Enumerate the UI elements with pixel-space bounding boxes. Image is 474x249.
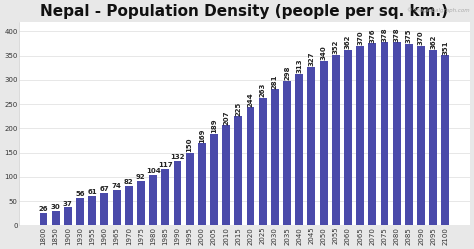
Bar xyxy=(137,181,145,225)
Text: 56: 56 xyxy=(75,191,85,197)
Text: 26: 26 xyxy=(39,206,48,212)
Bar xyxy=(295,74,303,225)
Bar xyxy=(210,134,218,225)
Text: 104: 104 xyxy=(146,168,161,174)
Bar xyxy=(283,81,291,225)
Text: 169: 169 xyxy=(199,128,205,143)
Text: 370: 370 xyxy=(418,31,424,46)
Text: 352: 352 xyxy=(333,40,339,54)
Bar xyxy=(417,46,425,225)
Bar xyxy=(381,42,389,225)
Bar xyxy=(39,213,47,225)
Bar xyxy=(319,61,328,225)
Text: 207: 207 xyxy=(223,110,229,124)
Bar xyxy=(64,207,72,225)
Text: 370: 370 xyxy=(357,31,363,46)
Bar xyxy=(368,43,376,225)
Text: 378: 378 xyxy=(394,27,400,42)
Bar xyxy=(271,89,279,225)
Bar xyxy=(429,50,437,225)
Text: 92: 92 xyxy=(136,174,146,180)
Bar xyxy=(332,55,340,225)
Bar xyxy=(125,186,133,225)
Text: 189: 189 xyxy=(211,119,217,133)
Text: 225: 225 xyxy=(236,102,241,116)
Bar xyxy=(259,98,267,225)
Bar xyxy=(173,161,182,225)
Bar xyxy=(405,44,413,225)
Text: 351: 351 xyxy=(442,40,448,55)
Text: 117: 117 xyxy=(158,162,173,168)
Bar xyxy=(198,143,206,225)
Text: 61: 61 xyxy=(87,189,97,195)
Bar xyxy=(52,211,60,225)
Text: 378: 378 xyxy=(382,27,387,42)
Text: 362: 362 xyxy=(430,35,436,49)
Text: 263: 263 xyxy=(260,83,266,97)
Bar xyxy=(222,125,230,225)
Text: 37: 37 xyxy=(63,200,73,206)
Bar xyxy=(441,55,449,225)
Text: 244: 244 xyxy=(247,92,254,107)
Bar xyxy=(356,46,364,225)
Text: 132: 132 xyxy=(170,154,185,160)
Text: 82: 82 xyxy=(124,179,134,185)
Text: 281: 281 xyxy=(272,74,278,89)
Text: 340: 340 xyxy=(320,45,327,60)
Text: 150: 150 xyxy=(187,138,192,152)
Text: 30: 30 xyxy=(51,204,61,210)
Bar xyxy=(161,169,169,225)
Text: 375: 375 xyxy=(406,29,412,43)
Bar xyxy=(113,189,120,225)
Text: © theglobalgraph.com: © theglobalgraph.com xyxy=(407,7,469,13)
Bar xyxy=(186,153,193,225)
Bar xyxy=(149,175,157,225)
Bar xyxy=(393,42,401,225)
Bar xyxy=(88,196,96,225)
Bar xyxy=(246,107,255,225)
Text: 67: 67 xyxy=(100,186,109,192)
Bar xyxy=(100,193,109,225)
Text: 298: 298 xyxy=(284,66,290,80)
Bar xyxy=(235,116,242,225)
Title: Nepal - Population Density (people per sq. km.): Nepal - Population Density (people per s… xyxy=(40,4,448,19)
Text: 327: 327 xyxy=(309,52,314,66)
Bar xyxy=(76,198,84,225)
Bar xyxy=(308,67,315,225)
Bar xyxy=(344,50,352,225)
Text: 376: 376 xyxy=(369,28,375,43)
Text: 74: 74 xyxy=(112,183,121,188)
Text: 313: 313 xyxy=(296,59,302,73)
Text: 362: 362 xyxy=(345,35,351,49)
